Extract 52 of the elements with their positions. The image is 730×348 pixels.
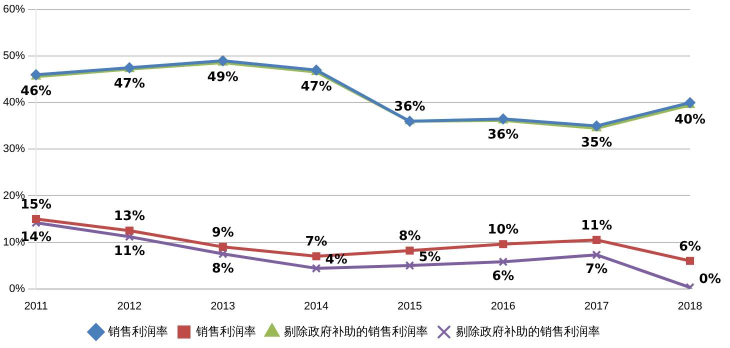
point xyxy=(592,250,602,260)
y-tick-label: 50% xyxy=(2,50,26,62)
point xyxy=(686,256,694,265)
data-label: 10% xyxy=(488,222,519,238)
point xyxy=(125,226,134,235)
x-tick-label: 2017 xyxy=(584,300,609,312)
y-tick-label: 60% xyxy=(2,4,26,16)
legend-label: 剔除政府补助的销售利润率 xyxy=(456,324,600,338)
data-label: 11% xyxy=(114,244,146,260)
point xyxy=(32,214,40,224)
point xyxy=(592,236,601,244)
data-label: 13% xyxy=(114,209,146,224)
x-tick-label: 2012 xyxy=(117,300,142,312)
x-tick-label: 2015 xyxy=(397,300,422,312)
y-tick-label: 40% xyxy=(2,96,26,109)
data-label: 9% xyxy=(212,225,234,240)
point xyxy=(405,261,414,270)
point xyxy=(312,252,320,260)
y-tick-label: 30% xyxy=(2,143,26,156)
legend-label: 销售利润率 xyxy=(107,324,168,338)
data-label: 6% xyxy=(492,269,514,284)
data-label: 8% xyxy=(398,229,421,244)
data-label: 49% xyxy=(207,70,238,86)
y-tick-label: 0% xyxy=(9,282,26,295)
x-tick-label: 2013 xyxy=(210,300,236,312)
x-tick-label: 2011 xyxy=(24,300,48,312)
point xyxy=(406,246,414,255)
data-label: 6% xyxy=(678,239,702,254)
point xyxy=(218,242,227,251)
point xyxy=(404,116,416,127)
point xyxy=(312,264,321,273)
x-tick-label: 2018 xyxy=(678,300,702,312)
data-label: 8% xyxy=(212,261,234,276)
legend-label: 剔除政府补助的销售利润率 xyxy=(284,324,428,338)
data-label: 36% xyxy=(394,100,426,115)
data-label: 11% xyxy=(581,218,612,234)
data-label: 5% xyxy=(418,250,441,265)
x-tick-label: 2016 xyxy=(490,300,516,312)
data-label: 7% xyxy=(305,234,328,250)
data-label: 47% xyxy=(300,79,332,94)
point xyxy=(498,257,508,266)
point xyxy=(499,240,508,248)
data-label: 46% xyxy=(20,84,52,99)
data-label: 0% xyxy=(699,272,722,287)
legend-label: 销售利润率 xyxy=(195,324,256,338)
data-label: 7% xyxy=(586,262,608,278)
data-label: 40% xyxy=(674,112,706,128)
data-label: 35% xyxy=(581,136,612,151)
data-label: 47% xyxy=(114,76,146,92)
x-tick-label: 2014 xyxy=(304,300,329,312)
data-label: 36% xyxy=(488,128,519,143)
data-label: 4% xyxy=(325,252,348,268)
